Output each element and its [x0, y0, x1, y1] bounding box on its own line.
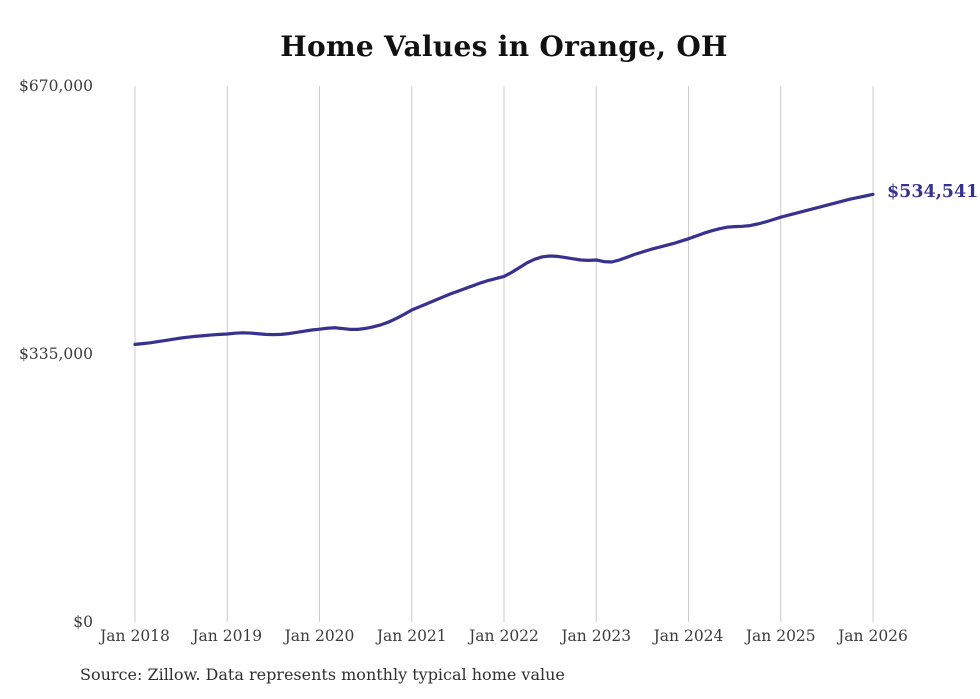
y-axis-label-670000: $670,000 — [19, 77, 93, 95]
x-axis-label-jan2024: Jan 2024 — [653, 627, 724, 645]
home-value-line — [133, 192, 875, 346]
x-axis-label-jan2026: Jan 2026 — [838, 627, 908, 645]
y-axis-label-0: $0 — [73, 613, 93, 631]
end-value-annotation: $534,541 — [887, 182, 979, 203]
x-axis-label-jan2022: Jan 2022 — [469, 627, 539, 645]
source-note: Source: Zillow. Data represents monthly … — [80, 665, 565, 684]
y-axis-label-335000: $335,000 — [19, 345, 93, 363]
x-axis-label-jan2018: Jan 2018 — [100, 627, 170, 645]
chart-title: Home Values in Orange, OH — [280, 30, 728, 63]
x-axis-label-jan2020: Jan 2020 — [284, 627, 355, 645]
x-axis-label-jan2021: Jan 2021 — [376, 627, 447, 645]
vertical-gridlines — [134, 86, 874, 622]
x-axis-label-jan2025: Jan 2025 — [745, 627, 816, 645]
x-axis-label-jan2019: Jan 2019 — [192, 627, 263, 645]
x-axis-label-jan2023: Jan 2023 — [561, 627, 632, 645]
